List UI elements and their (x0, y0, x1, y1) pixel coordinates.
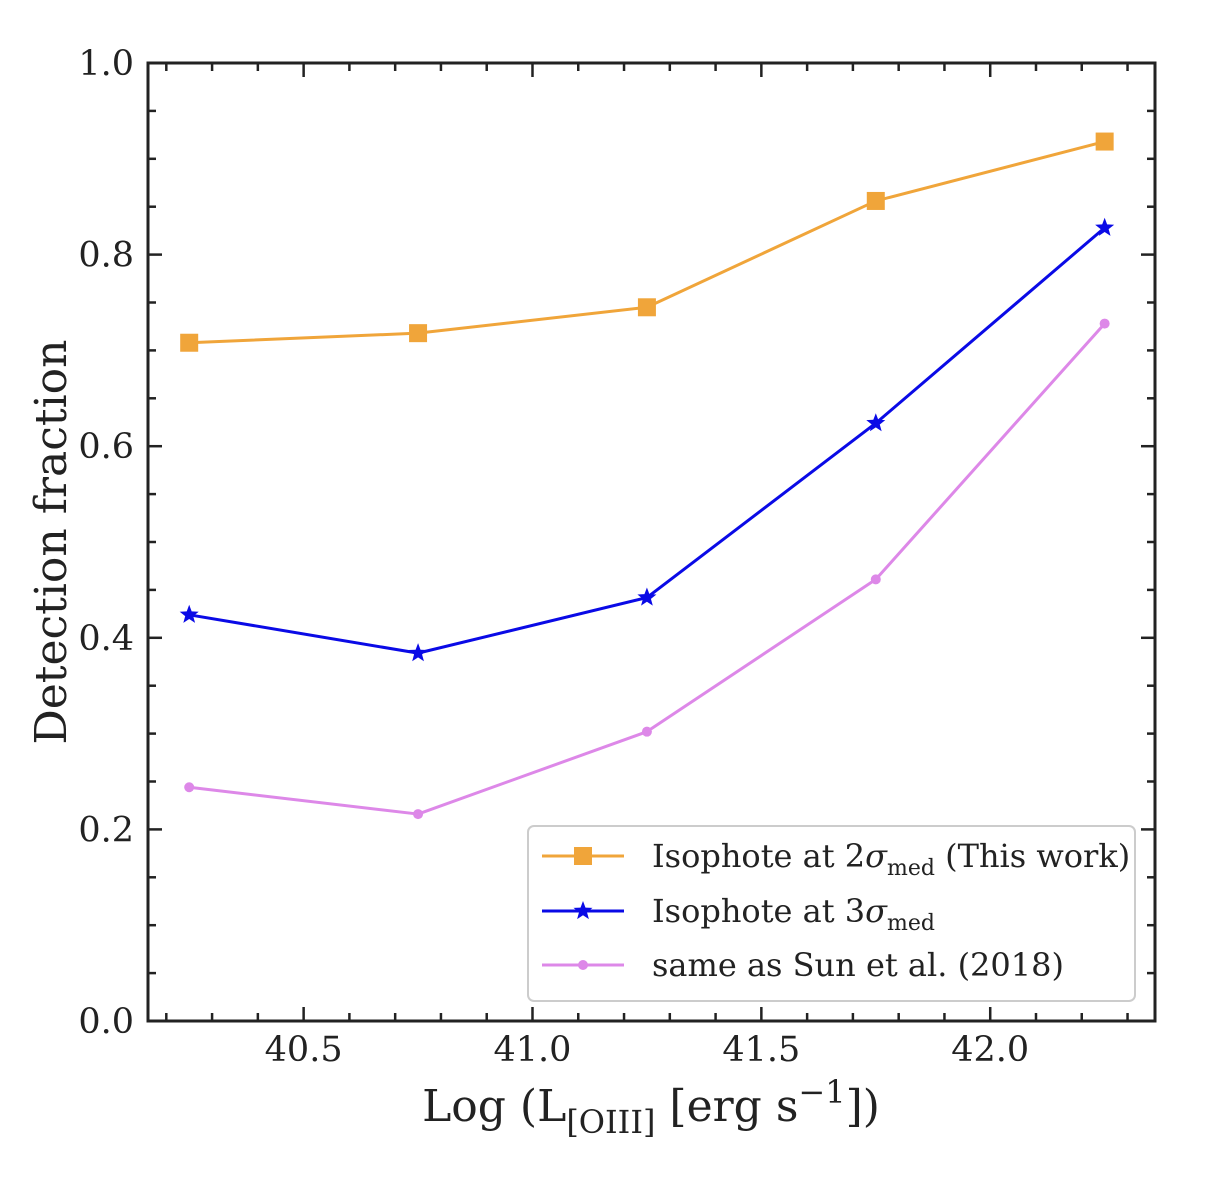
legend-entry-isophote-2sigma: Isophote at 2σmed (This work) (542, 837, 1130, 881)
data-point-sun-2018 (1099, 318, 1110, 329)
legend-box (527, 825, 1136, 1002)
x-tick-label: 41.0 (494, 1030, 572, 1070)
legend-label-sun-2018: same as Sun et al. (2018) (652, 946, 1064, 984)
x-tick-label: 42.0 (951, 1030, 1029, 1070)
legend-marker-isophote-3sigma (573, 901, 593, 920)
axis-tick-labels: 40.5 41.0 41.5 42.0 0.0 0.2 0.4 0.6 0.8 1.0 (78, 44, 1029, 1070)
legend-entries: Isophote at 2σmed (This work) Isophote at… (542, 837, 1130, 984)
legend-label-isophote-2sigma: Isophote at 2σmed (This work) (652, 837, 1130, 881)
y-tick-label: 0.2 (78, 810, 134, 850)
data-point-sun-2018 (870, 574, 881, 585)
data-point-sun-2018 (413, 809, 424, 820)
y-tick-label: 1.0 (78, 44, 134, 84)
axis-ticks (148, 61, 1155, 1023)
data-point-isophote-2sigma (1095, 132, 1114, 151)
legend-entry-sun-2018: same as Sun et al. (2018) (542, 946, 1064, 984)
data-point-sun-2018 (184, 782, 195, 793)
x-tick-label: 41.5 (722, 1030, 800, 1070)
data-point-isophote-3sigma (1095, 217, 1115, 236)
series-layer (179, 132, 1115, 820)
y-tick-label: 0.6 (78, 427, 134, 467)
y-tick-label: 0.0 (78, 1002, 134, 1042)
y-axis-title: Detection fraction (26, 339, 77, 744)
series-line-sun-2018 (189, 322, 1106, 816)
data-point-isophote-3sigma (637, 587, 657, 606)
series-isophote-2sigma (180, 132, 1114, 352)
x-tick-label: 40.5 (265, 1030, 343, 1070)
x-axis-title: Log (L[OIII] [erg s−1]) (422, 1073, 880, 1141)
legend-marker-isophote-2sigma (574, 847, 592, 865)
series-isophote-3sigma (179, 217, 1115, 662)
legend: Isophote at 2σmed (This work) Isophote at… (527, 825, 1136, 1002)
data-point-isophote-3sigma (179, 604, 199, 623)
legend-label-isophote-3sigma: Isophote at 3σmed (652, 892, 935, 936)
data-point-isophote-2sigma (866, 191, 885, 210)
series-sun-2018 (184, 318, 1110, 820)
data-point-isophote-3sigma (408, 643, 428, 662)
y-tick-label: 0.4 (78, 619, 134, 659)
legend-marker-sun-2018 (578, 960, 588, 970)
y-tick-label: 0.8 (78, 236, 134, 276)
data-point-isophote-3sigma (866, 413, 886, 432)
legend-entry-isophote-3sigma: Isophote at 3σmed (542, 892, 935, 936)
data-point-isophote-2sigma (637, 298, 656, 317)
data-point-isophote-2sigma (409, 324, 428, 343)
data-point-sun-2018 (641, 726, 652, 737)
data-point-isophote-2sigma (180, 333, 199, 352)
